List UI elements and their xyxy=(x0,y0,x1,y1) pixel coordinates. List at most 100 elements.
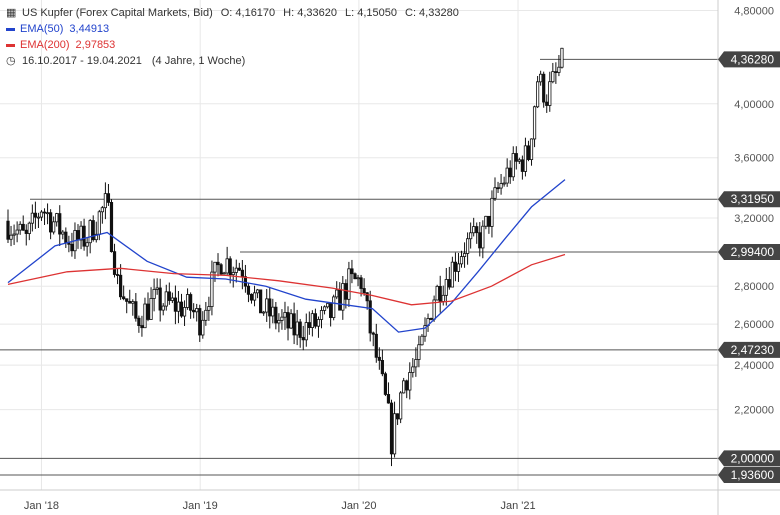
candle xyxy=(12,224,16,245)
candle-body xyxy=(33,212,37,218)
candle-body xyxy=(438,285,442,302)
candle-body xyxy=(61,231,65,235)
candle xyxy=(450,256,454,288)
candle-body xyxy=(152,289,156,299)
candle xyxy=(286,306,290,341)
candle xyxy=(332,294,336,321)
candle xyxy=(545,94,549,113)
candle-body xyxy=(189,294,193,311)
ema50-name: EMA(50) xyxy=(20,23,64,35)
candle xyxy=(502,176,506,187)
candle xyxy=(210,260,214,316)
time-axis: Jan '18 Jan '19 Jan '20 Jan '21 xyxy=(24,500,536,512)
candle-body xyxy=(195,308,199,313)
level-label-bg xyxy=(718,466,780,483)
candle-body xyxy=(444,279,448,296)
candle-body xyxy=(149,298,153,320)
candle xyxy=(447,266,451,290)
clock-icon: ◷ xyxy=(6,55,16,67)
candle-body xyxy=(15,229,19,235)
candlestick-icon: ▦ xyxy=(6,7,17,19)
candle xyxy=(438,275,442,313)
candle xyxy=(539,70,543,86)
candle xyxy=(395,413,400,425)
candle-body xyxy=(523,145,528,172)
candle xyxy=(85,237,89,257)
candle-body xyxy=(198,308,202,336)
candle-body xyxy=(350,268,354,275)
level-label: 4,36280 xyxy=(718,51,780,68)
candle-body xyxy=(103,193,107,209)
date-range: 16.10.2017 - 19.04.2021 xyxy=(22,55,142,67)
candle xyxy=(109,199,114,253)
candle xyxy=(523,137,528,177)
ema200-value: 2,97853 xyxy=(75,39,116,51)
candle-body xyxy=(548,81,552,106)
candle xyxy=(112,243,117,278)
candle-body xyxy=(119,274,123,298)
candle xyxy=(405,379,409,399)
candle xyxy=(64,227,68,248)
ema200-swatch xyxy=(6,43,15,47)
candle-body xyxy=(70,243,74,252)
candle xyxy=(125,298,129,314)
candle xyxy=(91,215,95,242)
candle xyxy=(444,267,448,306)
candle xyxy=(33,201,37,229)
candle xyxy=(198,304,202,342)
candle-body xyxy=(30,212,34,224)
x-tick-label: Jan '18 xyxy=(24,500,59,512)
candle-body xyxy=(423,325,427,337)
candle xyxy=(146,292,150,322)
candle-body xyxy=(18,223,22,231)
candle xyxy=(195,303,199,322)
candle-body xyxy=(344,283,348,300)
open-value: O: 4,16170 xyxy=(220,7,276,19)
candle-body xyxy=(170,297,174,301)
candle-body xyxy=(368,300,372,334)
candle-body xyxy=(231,272,235,276)
candle-body xyxy=(122,296,126,300)
candle-body xyxy=(356,277,360,280)
level-label: 2,47230 xyxy=(718,341,780,358)
candle xyxy=(487,215,491,234)
candle-body xyxy=(140,325,144,329)
y-tick-label: 2,60000 xyxy=(734,319,774,331)
level-label: 1,93600 xyxy=(718,466,780,483)
y-tick-label: 4,00000 xyxy=(734,99,774,111)
candle-body xyxy=(176,301,181,312)
candle xyxy=(429,317,433,321)
candle xyxy=(514,146,518,170)
candle xyxy=(307,311,311,335)
candle-body xyxy=(91,220,95,241)
candle-body xyxy=(462,253,467,257)
candle-body xyxy=(36,216,41,219)
candle xyxy=(554,62,558,84)
candle xyxy=(207,296,211,321)
candle-body xyxy=(185,294,190,308)
candle xyxy=(164,284,168,311)
candle xyxy=(283,301,287,330)
candle xyxy=(420,334,424,346)
candle xyxy=(435,284,439,301)
candle-body xyxy=(125,298,129,302)
candle-body xyxy=(551,71,555,83)
candle-body xyxy=(517,159,521,162)
ohlc-row: ▦ US Kupfer (Forex Capital Markets, Bid)… xyxy=(6,5,459,21)
candle xyxy=(341,275,345,320)
candle-body xyxy=(24,229,28,234)
candle-body xyxy=(143,303,147,329)
candle-body xyxy=(447,279,451,288)
candle-body xyxy=(389,402,394,455)
candle-body xyxy=(332,296,336,318)
candle-body xyxy=(173,297,178,312)
level-label-bg xyxy=(718,191,780,208)
candle xyxy=(386,382,391,404)
ema50-value: 3,44913 xyxy=(69,23,110,35)
candle-body xyxy=(131,301,135,304)
candle-body xyxy=(27,222,31,234)
candle-body xyxy=(106,193,111,203)
candle xyxy=(414,347,418,377)
candle xyxy=(140,315,144,337)
